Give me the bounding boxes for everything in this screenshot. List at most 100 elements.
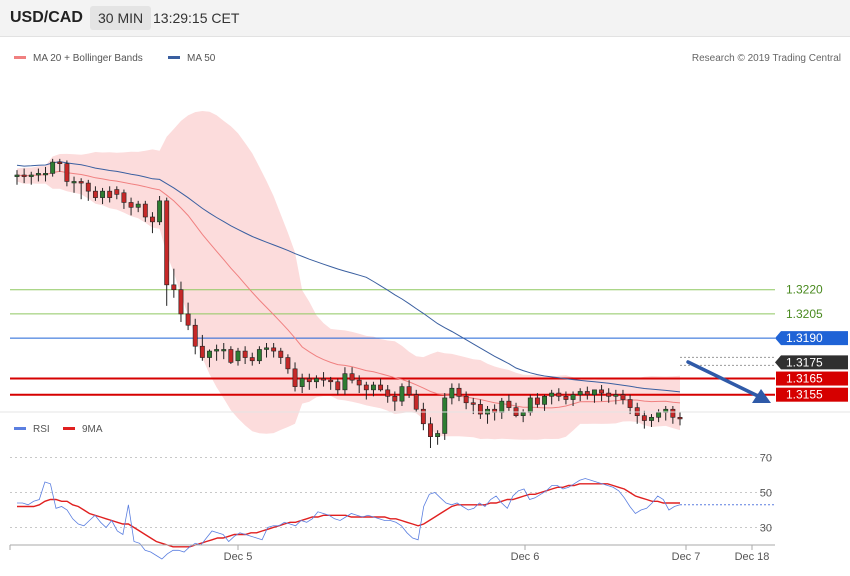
- ma50-line: [16, 161, 681, 393]
- bearish-candle: [21, 168, 27, 184]
- bullish-candle: [527, 394, 533, 416]
- bearish-candle: [670, 406, 676, 424]
- bullish-candle: [100, 187, 105, 205]
- resistance-label: 1.3205: [786, 307, 823, 321]
- support-label: 1.3165: [786, 372, 823, 386]
- time-tick-label: Dec 18: [735, 551, 770, 563]
- rsi-ma-legend-swatch: [63, 427, 75, 430]
- bearish-candle: [57, 158, 63, 172]
- bearish-candle: [150, 212, 155, 234]
- bullish-candle: [449, 383, 455, 405]
- bullish-candle: [299, 373, 305, 394]
- bearish-candle: [641, 410, 647, 429]
- bearish-candle: [677, 412, 683, 426]
- last-price-tag: [775, 355, 848, 370]
- rsi-line: [17, 478, 681, 560]
- bearish-candle: [406, 380, 412, 398]
- candle-body: [14, 174, 20, 177]
- bearish-candle: [599, 385, 605, 402]
- candle-body: [64, 163, 70, 182]
- candle-body: [299, 378, 305, 387]
- candle-body: [135, 203, 141, 208]
- candle-body: [100, 190, 105, 198]
- forecast-arrow-head: [752, 389, 771, 403]
- main-legend: MA 20 + Bollinger Bands MA 50 Research ©…: [14, 53, 841, 64]
- rsi-legend: RSI 9MA: [14, 424, 103, 435]
- candle-body: [78, 181, 84, 184]
- bearish-candle: [128, 197, 134, 216]
- candle-body: [349, 373, 355, 381]
- candle-body: [549, 392, 555, 397]
- bearish-candle: [584, 386, 590, 400]
- candle-body: [150, 216, 155, 223]
- bullish-candle: [157, 196, 163, 226]
- candle-body: [406, 386, 412, 395]
- candle-body: [606, 392, 612, 397]
- bullish-candle: [592, 389, 597, 403]
- time-tick-label: Dec 7: [672, 551, 701, 563]
- bearish-candle: [392, 391, 398, 411]
- candle-body: [463, 396, 469, 404]
- bullish-candle: [542, 394, 547, 411]
- candle-body: [207, 350, 212, 358]
- forecast-arrow-icon: [686, 360, 771, 403]
- candle-body: [527, 397, 533, 413]
- bullish-candle: [577, 388, 583, 402]
- candle-body: [128, 202, 134, 208]
- bullish-candle: [649, 414, 654, 427]
- resistance-label: 1.3220: [786, 283, 823, 297]
- bullish-candle: [264, 343, 269, 358]
- ma50-legend-swatch: [168, 56, 180, 59]
- candle-body: [335, 381, 341, 391]
- rsi-tick-label: 70: [760, 453, 772, 465]
- price-levels: [10, 289, 775, 396]
- bearish-candle: [121, 189, 127, 209]
- candle-body: [50, 161, 56, 174]
- candle-body: [57, 161, 63, 164]
- candle-body: [264, 347, 269, 350]
- candle-body: [592, 389, 597, 395]
- bearish-candle: [285, 354, 291, 374]
- bullish-candle: [613, 389, 619, 405]
- candle-body: [656, 412, 662, 418]
- bearish-candle: [556, 388, 562, 402]
- bullish-candle: [342, 367, 348, 395]
- time-axis: Dec 5 Dec 6 Dec 7 Dec 18: [9, 544, 775, 563]
- rsi-tick-label: 30: [760, 523, 772, 535]
- ma50-legend-label: MA 50: [187, 53, 216, 64]
- bearish-candle: [185, 302, 191, 331]
- candle-body: [321, 378, 326, 381]
- bearish-candle: [199, 334, 205, 361]
- bearish-candle: [85, 179, 91, 201]
- bearish-candle: [463, 391, 469, 410]
- bullish-candle: [214, 344, 220, 361]
- candle-body: [164, 200, 170, 286]
- bullish-candle: [256, 346, 262, 364]
- candle-body: [157, 200, 163, 223]
- candle-body: [413, 394, 419, 410]
- ma20-line: [16, 170, 681, 409]
- chart-header: USD/CAD 30 MIN 13:29:15 CET: [0, 0, 850, 37]
- bearish-candle: [428, 417, 433, 448]
- candle-body: [185, 313, 191, 326]
- bearish-candle: [328, 376, 334, 390]
- time-tick-label: Dec 5: [224, 551, 253, 563]
- candle-body: [399, 386, 405, 402]
- candle-body: [442, 397, 448, 434]
- bullish-candle: [221, 343, 227, 360]
- candle-body: [435, 433, 441, 437]
- candle-body: [556, 392, 562, 397]
- candle-body: [577, 391, 583, 395]
- candle-body: [21, 174, 27, 177]
- bullish-candle: [14, 170, 20, 185]
- bearish-candle: [456, 383, 462, 402]
- timeframe-button[interactable]: 30 MIN: [90, 6, 152, 30]
- bearish-candle: [563, 391, 569, 405]
- candle-body: [114, 189, 120, 195]
- bearish-candle: [64, 160, 70, 187]
- ma20-legend-swatch: [14, 56, 26, 59]
- bullish-candle: [313, 375, 319, 389]
- candle-body: [292, 368, 298, 387]
- candle-body: [71, 181, 77, 184]
